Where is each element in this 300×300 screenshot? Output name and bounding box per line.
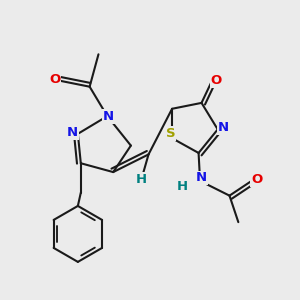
Text: O: O <box>211 74 222 87</box>
Text: H: H <box>136 173 147 186</box>
Text: S: S <box>166 127 175 140</box>
Text: N: N <box>67 126 78 139</box>
Text: H: H <box>177 180 188 193</box>
Text: N: N <box>196 172 207 184</box>
Text: N: N <box>103 110 114 123</box>
Text: O: O <box>49 73 61 86</box>
Text: N: N <box>218 122 229 134</box>
Text: O: O <box>251 173 262 186</box>
